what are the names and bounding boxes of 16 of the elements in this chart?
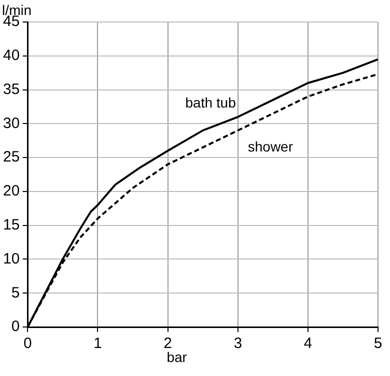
series-label: bath tub xyxy=(185,94,236,111)
y-tick-label: 25 xyxy=(2,148,20,166)
x-tick-label: 1 xyxy=(94,335,102,352)
x-tick-label: 3 xyxy=(234,335,242,352)
y-tick-label: 10 xyxy=(2,250,20,268)
y-tick-label: 15 xyxy=(2,216,20,234)
x-tick-label: 5 xyxy=(374,335,382,352)
y-tick-label: 40 xyxy=(2,47,20,64)
series-label: shower xyxy=(248,138,294,154)
y-tick-label: 0 xyxy=(11,318,20,336)
y-tick-label: 35 xyxy=(2,80,20,98)
y-tick-label: 20 xyxy=(2,182,20,200)
y-tick-label: 5 xyxy=(11,284,20,302)
x-tick-label: 0 xyxy=(24,335,32,352)
y-tick-label: 30 xyxy=(2,114,20,132)
x-tick-label: 4 xyxy=(304,335,312,352)
